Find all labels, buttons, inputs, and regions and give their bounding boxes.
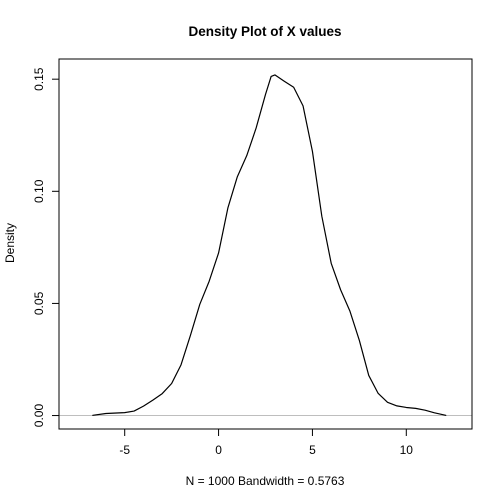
y-tick-label: 0.05: [32, 291, 46, 315]
chart-title: Density Plot of X values: [188, 24, 341, 39]
x-tick-label: 0: [215, 443, 222, 457]
y-tick-label: 0.15: [32, 67, 46, 91]
x-tick-label: 10: [400, 443, 414, 457]
density-curve: [92, 74, 447, 416]
y-axis-ticks: 0.00 0.05 0.10 0.15: [32, 67, 59, 427]
y-tick-label: 0.10: [32, 179, 46, 203]
x-tick-label: 5: [309, 443, 316, 457]
x-axis-ticks: -5 0 5 10: [119, 429, 413, 457]
y-tick-label: 0.00: [32, 404, 46, 428]
x-axis-title: N = 1000 Bandwidth = 0.5763: [186, 474, 345, 488]
plot-frame: [58, 58, 473, 430]
x-tick-label: -5: [119, 443, 130, 457]
y-axis-title: Density: [3, 223, 17, 263]
